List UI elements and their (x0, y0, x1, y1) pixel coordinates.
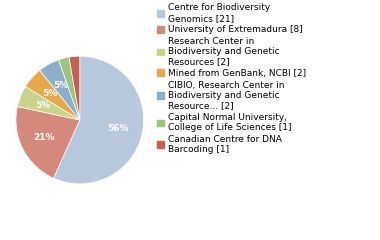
Wedge shape (25, 70, 80, 120)
Text: 5%: 5% (43, 89, 58, 98)
Text: 5%: 5% (35, 101, 51, 110)
Wedge shape (17, 87, 80, 120)
Legend: Centre for Biodiversity
Genomics [21], University of Extremadura [8], Research C: Centre for Biodiversity Genomics [21], U… (156, 2, 307, 155)
Text: 56%: 56% (108, 124, 129, 133)
Text: 21%: 21% (34, 133, 55, 142)
Wedge shape (54, 56, 144, 184)
Wedge shape (40, 60, 80, 120)
Wedge shape (16, 107, 80, 178)
Wedge shape (69, 56, 80, 120)
Text: 5%: 5% (53, 81, 68, 90)
Wedge shape (59, 57, 80, 120)
